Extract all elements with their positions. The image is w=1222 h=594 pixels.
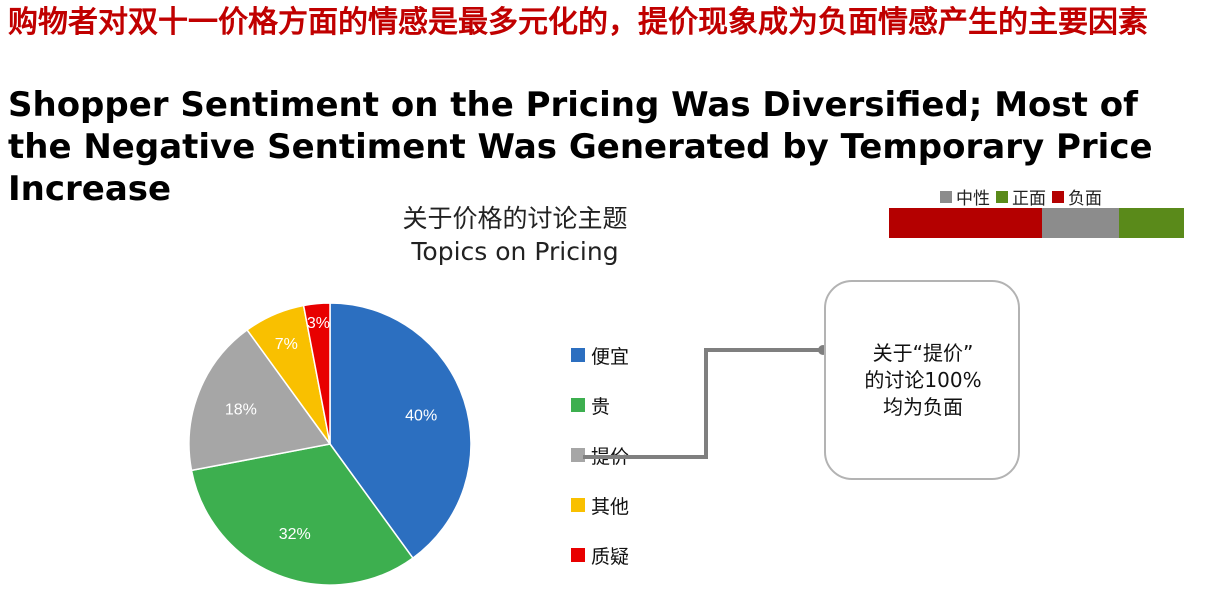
pie-legend-item: 质疑	[571, 530, 629, 580]
pie-legend-label: 便宜	[591, 345, 630, 368]
sentiment-stacked-bar	[889, 208, 1184, 238]
legend-swatch-negative	[1052, 190, 1064, 203]
pie-legend-swatch	[571, 448, 585, 462]
legend-swatch-positive	[996, 190, 1008, 203]
pie-legend-label: 其他	[591, 495, 630, 518]
pie-legend-swatch	[571, 498, 585, 512]
pie-legend-swatch	[571, 348, 585, 362]
pie-data-label: 7%	[275, 336, 298, 353]
legend-label-negative: 负面	[1068, 189, 1102, 209]
connector-path	[583, 348, 822, 459]
pie-legend-label: 贵	[591, 395, 611, 418]
pie-legend-swatch	[571, 398, 585, 412]
chart-title-en: Topics on Pricing	[411, 237, 619, 266]
legend-item-positive: 正面	[996, 184, 1046, 209]
pie-legend-label: 质疑	[591, 545, 630, 568]
chart-title: 关于价格的讨论主题 Topics on Pricing	[330, 202, 700, 268]
chart-title-cn: 关于价格的讨论主题	[402, 204, 628, 233]
pie-slice	[188, 328, 332, 472]
legend-item-negative: 负面	[1052, 184, 1102, 209]
pie-data-label: 40%	[405, 407, 437, 424]
callout-text: 关于“提价” 的讨论100% 均为负面	[864, 341, 982, 419]
pie-chart: 40% 32% 18% 7% 3%	[188, 302, 472, 586]
page-title-cn: 购物者对双十一价格方面的情感是最多元化的，提价现象成为负面情感产生的主要因素	[8, 5, 1148, 40]
legend-swatch-neutral	[940, 190, 952, 203]
legend-label-positive: 正面	[1012, 189, 1046, 209]
sentiment-bar-segment	[889, 208, 1043, 238]
callout-box	[824, 280, 1020, 480]
pie-slice	[190, 443, 414, 586]
sentiment-legend: 中性 正面 负面	[940, 184, 1108, 209]
sentiment-bar-segment	[1042, 208, 1120, 238]
pie-data-label: 3%	[307, 315, 330, 332]
legend-label-neutral: 中性	[956, 189, 990, 209]
pie-legend-item: 便宜	[571, 330, 629, 380]
pie-slice	[302, 302, 331, 445]
pie-slice	[329, 302, 472, 560]
pie-data-label: 18%	[225, 402, 257, 419]
pie-data-label: 32%	[279, 526, 311, 543]
pie-legend-item: 贵	[571, 380, 629, 430]
pie-legend-swatch	[571, 548, 585, 562]
sentiment-bar-segment	[1119, 208, 1184, 238]
legend-item-neutral: 中性	[940, 184, 990, 209]
page-title-en: Shopper Sentiment on the Pricing Was Div…	[8, 85, 1153, 209]
pie-legend-item: 其他	[571, 480, 629, 530]
